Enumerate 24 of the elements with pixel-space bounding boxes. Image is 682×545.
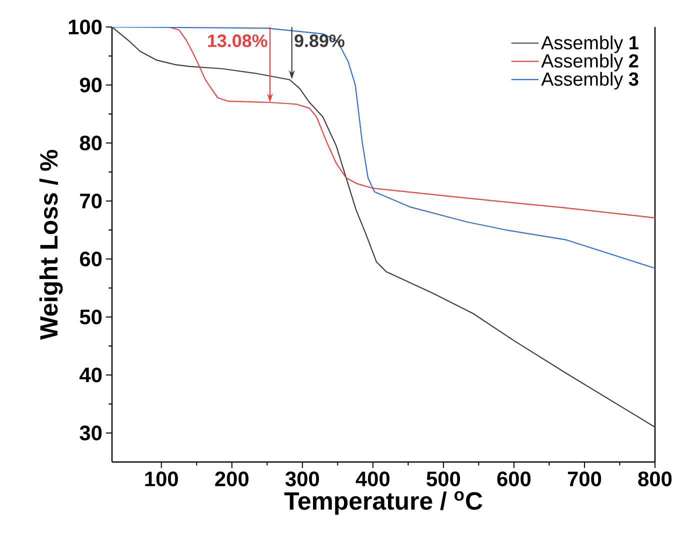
annotation: 13.08% — [208, 34, 268, 48]
line-series — [112, 26, 655, 428]
x-tick-label: 100 — [145, 472, 178, 486]
y-tick-label: 90 — [80, 78, 102, 92]
y-tick-label: 60 — [80, 252, 102, 266]
x-tick-label: 400 — [356, 472, 390, 486]
x-tick-label: 600 — [497, 472, 531, 486]
legend-label: Assembly 3 — [541, 72, 638, 90]
x-tick-label: 800 — [638, 472, 672, 486]
x-axis-title: Temperature / $^{o}$C — [284, 491, 482, 515]
x-tick-label: 700 — [568, 472, 602, 486]
x-tick-label: 500 — [426, 472, 460, 486]
y-tick-label: 40 — [80, 368, 102, 382]
legend-label: Assembly 1 — [541, 36, 638, 54]
x-tick-label: 200 — [215, 472, 248, 486]
y-tick-label: 50 — [80, 310, 102, 324]
y-tick-label: 30 — [80, 426, 102, 440]
y-tick-label: 100 — [68, 20, 102, 34]
y-axis-title: Weight Loss / % — [39, 150, 63, 340]
y-tick-label: 70 — [80, 194, 102, 208]
line-series — [112, 26, 655, 269]
y-tick-label: 80 — [80, 136, 102, 150]
x-tick-label: 300 — [285, 472, 319, 486]
legend-label: Assembly 2 — [541, 54, 638, 72]
